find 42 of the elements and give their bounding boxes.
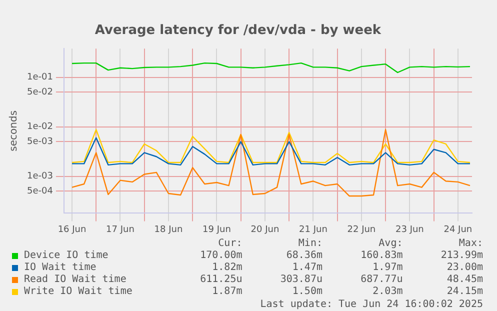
text: Last update: Tue Jun 24 16:00:02 2025 bbox=[259, 298, 483, 311]
legend-label: Read IO Wait time bbox=[24, 274, 126, 286]
y-tick-label: 1e-02 bbox=[26, 122, 53, 132]
x-tick-label: 23 Jun bbox=[395, 224, 424, 235]
y-axis-title: seconds bbox=[8, 110, 20, 152]
text: 48.45m bbox=[446, 274, 483, 286]
text: 160.83m bbox=[360, 250, 403, 262]
text: 687.77u bbox=[360, 274, 403, 286]
x-tick-label: 16 Jun bbox=[58, 224, 86, 235]
text: Cur: bbox=[217, 238, 242, 250]
chart-title: Average latency for /dev/vda - by week bbox=[94, 23, 382, 38]
legend-label: Write IO Wait time bbox=[24, 286, 132, 298]
text: 1.47m bbox=[291, 262, 322, 274]
legend-label: IO Wait time bbox=[24, 262, 96, 274]
text: 213.99m bbox=[440, 250, 483, 262]
x-tick-label: 24 Jun bbox=[444, 224, 472, 235]
legend-label: Device IO time bbox=[24, 250, 108, 262]
text: 1.87m bbox=[211, 286, 242, 298]
text: 303.87u bbox=[279, 274, 322, 286]
text: 1.50m bbox=[291, 286, 322, 298]
y-tick-label: 5e-02 bbox=[26, 88, 53, 98]
y-tick-label: 5e-03 bbox=[26, 137, 53, 148]
x-tick-label: 18 Jun bbox=[154, 224, 183, 235]
text: 170.00m bbox=[199, 250, 242, 262]
x-tick-label: 20 Jun bbox=[250, 224, 280, 235]
text: 1.97m bbox=[372, 262, 403, 274]
y-tick-label: 1e-03 bbox=[26, 172, 53, 182]
x-tick-label: 17 Jun bbox=[106, 224, 134, 235]
text: 611.25u bbox=[199, 274, 242, 286]
text: 2.03m bbox=[372, 286, 403, 298]
text: 1.82m bbox=[211, 262, 242, 274]
text: 68.36m bbox=[285, 250, 322, 262]
text: Min: bbox=[297, 238, 322, 250]
x-tick-label: 22 Jun bbox=[347, 224, 376, 235]
y-tick-label: 1e-01 bbox=[26, 72, 53, 83]
y-tick-label: 5e-04 bbox=[26, 186, 54, 197]
text: 24.15m bbox=[446, 286, 483, 298]
x-tick-label: 21 Jun bbox=[299, 224, 328, 235]
text: 23.00m bbox=[446, 262, 483, 274]
text: Max: bbox=[458, 238, 483, 250]
text: Avg: bbox=[378, 238, 403, 250]
x-tick-label: 19 Jun bbox=[202, 224, 231, 235]
